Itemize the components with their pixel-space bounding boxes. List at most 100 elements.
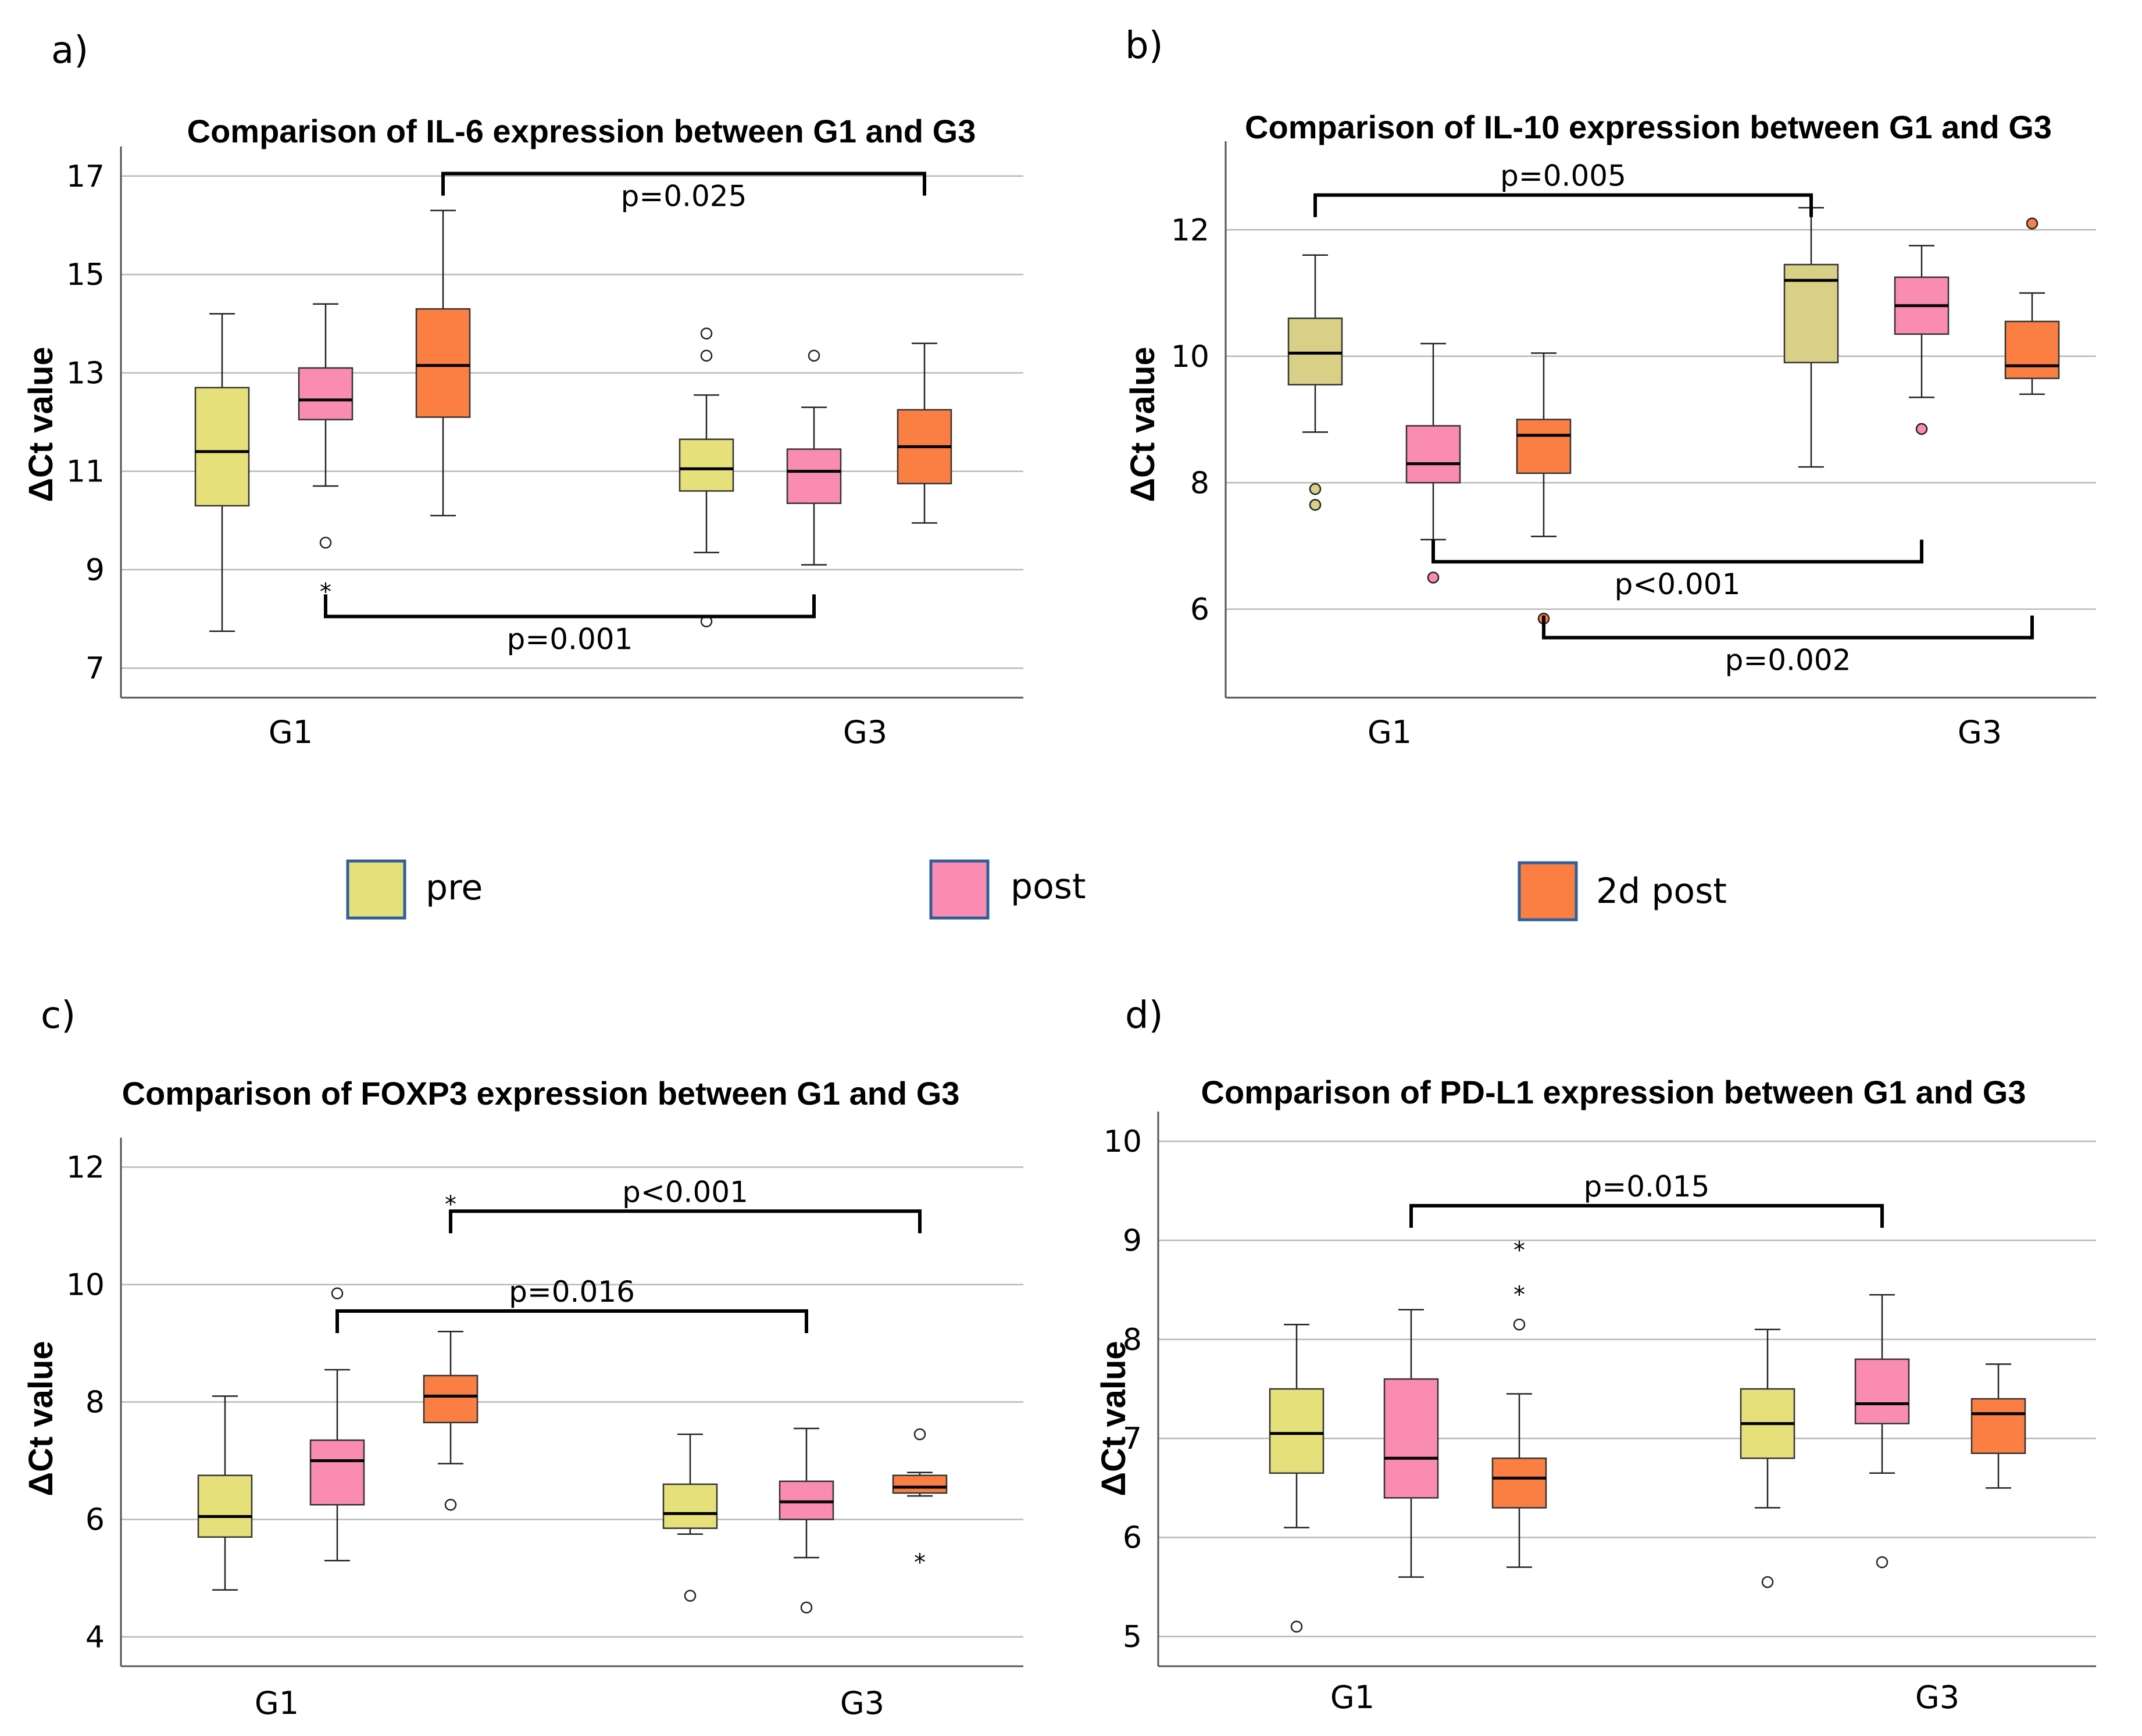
chart-title: Comparison of IL-10 expression between G… — [1245, 109, 2052, 145]
box-G1-post2d — [1491, 1458, 1547, 1509]
legend-swatch-post — [929, 859, 990, 920]
y-axis-label: ΔCt value — [1095, 1341, 1133, 1496]
extreme-point: * — [1513, 1282, 1525, 1309]
outlier-point — [444, 1499, 457, 1511]
chart-title: Comparison of IL-6 expression between G1… — [187, 113, 976, 149]
outlier-point — [1427, 571, 1440, 584]
y-tick-label: 11 — [66, 455, 105, 490]
outlier-point — [800, 1601, 813, 1614]
outlier-point — [700, 327, 713, 340]
y-tick-label: 17 — [66, 159, 105, 194]
y-tick-label: 7 — [1123, 1421, 1142, 1456]
x-tick-label: G1 — [1368, 714, 1412, 751]
y-tick-label: 7 — [85, 651, 105, 686]
x-tick-label: G1 — [1330, 1679, 1375, 1716]
y-tick-label: 9 — [85, 553, 105, 588]
significance-bracket — [441, 172, 926, 196]
box-G1-pre — [1269, 1388, 1325, 1474]
plot-area: 5 6 7 8 9 10 G1 G3 * * p=0.015 — [1104, 1112, 2096, 1716]
x-tick-label: G1 — [255, 1685, 299, 1721]
significance-bracket — [449, 1209, 922, 1234]
box-G1-pre — [197, 1474, 253, 1538]
significance-bracket — [1431, 540, 1923, 564]
panel-label: c) — [41, 994, 76, 1037]
significance-bracket — [1409, 1203, 1884, 1228]
outlier-point — [1309, 499, 1322, 511]
x-tick-label: G3 — [1958, 714, 2002, 751]
legend-label-post: post — [1011, 866, 1086, 907]
box-G1-pre — [1287, 317, 1343, 385]
significance-bracket — [1313, 193, 1813, 217]
legend-swatch-2d-post — [1518, 861, 1578, 921]
outlier-point — [700, 349, 713, 362]
outlier-point — [808, 349, 820, 362]
legend-label-pre: pre — [426, 867, 483, 908]
p-value-label: p=0.015 — [1584, 1170, 1710, 1203]
y-tick-label: 10 — [1104, 1124, 1142, 1159]
y-tick-label: 12 — [1171, 213, 1209, 248]
p-value-label: p=0.025 — [621, 180, 747, 213]
outlier-point — [1761, 1576, 1774, 1588]
y-tick-label: 15 — [66, 258, 105, 292]
box-G1-post — [1405, 425, 1461, 484]
box-G3-post — [779, 1480, 834, 1520]
x-tick-label: G3 — [1915, 1679, 1959, 1716]
significance-bracket — [335, 1309, 808, 1333]
box-G1-post — [1383, 1378, 1439, 1499]
box-G1-post2d — [415, 308, 471, 418]
legend-swatch-pre — [346, 859, 406, 920]
y-tick-label: 8 — [85, 1385, 105, 1420]
y-tick-label: 10 — [66, 1268, 105, 1303]
panel-label: a) — [51, 29, 88, 72]
box-G3-pre — [662, 1483, 718, 1529]
panel-b: b) Comparison of IL-10 expression betwee… — [1124, 24, 2096, 751]
x-tick-label: G3 — [843, 714, 887, 751]
y-tick-label: 6 — [85, 1503, 105, 1538]
outlier-point — [684, 1589, 697, 1602]
chart-title: Comparison of FOXP3 expression between G… — [122, 1075, 960, 1112]
box-G3-post — [786, 448, 842, 504]
p-value-label: p=0.016 — [509, 1275, 635, 1309]
box-G1-post — [309, 1439, 365, 1506]
y-tick-label: 5 — [1123, 1620, 1142, 1655]
panel-c: c) Comparison of FOXP3 expression betwee… — [22, 994, 1023, 1721]
y-axis-label: ΔCt value — [22, 347, 60, 502]
panel-label: d) — [1125, 994, 1163, 1037]
outlier-point — [319, 537, 332, 549]
plot-area: 7 9 11 13 15 17 G1 G3 * p=0.025 p=0.001 — [66, 147, 1023, 751]
x-tick-label: G3 — [840, 1685, 884, 1721]
p-value-label: p=0.001 — [507, 622, 633, 656]
y-tick-label: 13 — [66, 356, 105, 391]
panel-d: d) Comparison of PD-L1 expression betwee… — [1095, 994, 2096, 1716]
outlier-point — [1876, 1556, 1888, 1569]
outlier-point — [1915, 423, 1928, 435]
y-tick-label: 4 — [85, 1620, 105, 1655]
y-tick-label: 8 — [1123, 1323, 1142, 1358]
p-value-label: p=0.002 — [1725, 644, 1851, 677]
y-tick-label: 6 — [1190, 592, 1209, 627]
panel-label: b) — [1125, 24, 1163, 67]
outlier-point — [331, 1287, 344, 1299]
y-axis-label: ΔCt value — [1124, 347, 1162, 502]
box-G3-post2d — [1970, 1398, 2026, 1454]
y-tick-label: 8 — [1190, 466, 1209, 501]
panel-a: a) Comparison of IL-6 expression between… — [22, 29, 1023, 751]
outlier-point — [2026, 217, 2039, 230]
y-tick-label: 12 — [66, 1151, 105, 1185]
outlier-point — [1513, 1319, 1526, 1331]
x-tick-label: G1 — [269, 714, 313, 751]
chart-title: Comparison of PD-L1 expression between G… — [1201, 1074, 2026, 1110]
outlier-point — [1309, 483, 1322, 495]
outlier-point — [913, 1428, 926, 1441]
box-G1-pre — [194, 387, 250, 507]
box-G1-post — [298, 367, 354, 421]
box-G3-post2d — [2004, 320, 2060, 380]
box-G3-pre — [679, 438, 734, 492]
legend: pre post 2d post — [346, 859, 1727, 921]
y-axis-label: ΔCt value — [22, 1341, 60, 1496]
box-G3-post2d — [892, 1474, 948, 1494]
box-G1-post2d — [1516, 419, 1572, 474]
y-tick-label: 9 — [1123, 1223, 1142, 1258]
